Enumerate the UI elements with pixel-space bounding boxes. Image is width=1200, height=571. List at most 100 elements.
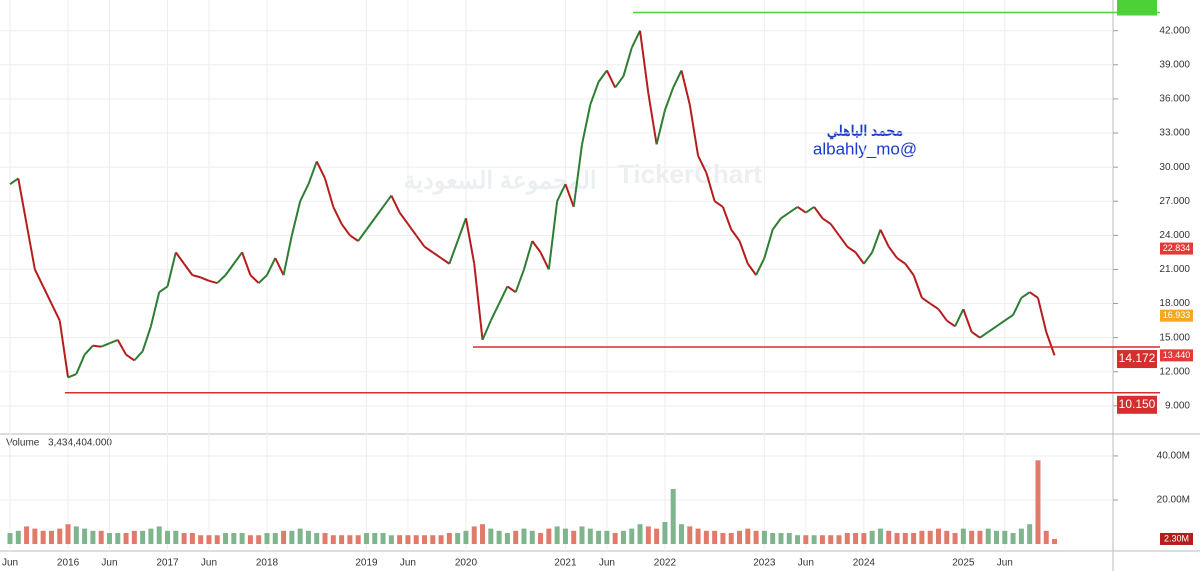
volume-bar bbox=[819, 535, 825, 545]
price-segment bbox=[705, 172, 716, 202]
price-segment bbox=[241, 252, 252, 276]
volume-bar bbox=[1035, 460, 1041, 545]
volume-bar bbox=[977, 530, 983, 545]
price-segment bbox=[224, 263, 235, 276]
volume-bar bbox=[877, 528, 883, 545]
volume-bar bbox=[587, 528, 593, 545]
volume-bar bbox=[761, 530, 767, 545]
price-segment bbox=[67, 373, 77, 379]
volume-bar bbox=[380, 533, 386, 545]
price-segment bbox=[183, 263, 194, 276]
y-tick-label: 9.000 bbox=[1165, 400, 1190, 411]
volume-bar bbox=[538, 533, 544, 545]
volume-bar bbox=[994, 530, 1000, 545]
volume-bar bbox=[952, 533, 958, 545]
volume-bar bbox=[687, 526, 693, 545]
price-tag-label: 13.440 bbox=[1163, 350, 1191, 360]
price-segment bbox=[863, 251, 873, 265]
volume-bar bbox=[231, 533, 237, 545]
price-segment bbox=[390, 195, 401, 214]
price-segment bbox=[523, 240, 534, 270]
volume-bar bbox=[247, 535, 253, 545]
price-segment bbox=[423, 245, 434, 254]
price-segment bbox=[75, 354, 86, 375]
volume-bar bbox=[173, 530, 179, 545]
price-segment bbox=[92, 344, 102, 348]
volume-bar bbox=[894, 533, 900, 545]
price-segment bbox=[564, 183, 575, 208]
volume-value: 3,434,404.000 bbox=[48, 438, 112, 449]
price-segment bbox=[887, 246, 898, 259]
volume-bar bbox=[521, 528, 527, 545]
volume-bar bbox=[32, 528, 38, 545]
price-segment bbox=[805, 206, 815, 214]
price-segment bbox=[481, 320, 492, 341]
volume-bar bbox=[65, 524, 71, 545]
volume-bar bbox=[463, 530, 469, 545]
volume-bar bbox=[363, 533, 369, 545]
price-segment bbox=[192, 274, 201, 279]
price-segment bbox=[456, 217, 467, 242]
volume-bar bbox=[629, 528, 635, 545]
volume-bar bbox=[347, 535, 353, 545]
price-segment bbox=[1036, 297, 1048, 333]
volume-bar bbox=[123, 533, 129, 545]
price-segment bbox=[771, 217, 782, 231]
price-segment bbox=[109, 338, 119, 345]
volume-bar bbox=[214, 535, 220, 545]
volume-bar bbox=[98, 530, 104, 545]
volume-bar bbox=[778, 533, 784, 545]
price-segment bbox=[1020, 291, 1031, 299]
x-tick-label: Jun bbox=[798, 558, 814, 569]
volume-bar bbox=[272, 533, 278, 545]
x-tick-label: 2018 bbox=[256, 558, 279, 569]
price-segment bbox=[962, 308, 973, 333]
x-tick-label: 2022 bbox=[654, 558, 677, 569]
price-tag-label: 16.933 bbox=[1163, 310, 1191, 320]
volume-bar bbox=[1052, 538, 1058, 545]
price-segment bbox=[200, 276, 210, 282]
volume-bar bbox=[82, 528, 88, 545]
volume-bar bbox=[181, 533, 187, 545]
price-segment bbox=[738, 240, 749, 265]
volume-bar bbox=[264, 533, 270, 545]
price-segment bbox=[125, 353, 135, 362]
price-segment bbox=[755, 257, 766, 276]
price-tag bbox=[1160, 309, 1193, 322]
volume-bar bbox=[239, 533, 245, 545]
volume-bar bbox=[927, 530, 933, 545]
volume-bar bbox=[330, 535, 336, 545]
volume-bar bbox=[554, 526, 560, 545]
level-tag bbox=[1117, 350, 1157, 369]
volume-bar bbox=[571, 530, 577, 545]
volume-bar bbox=[471, 526, 477, 545]
volume-bar bbox=[115, 533, 121, 545]
price-segment bbox=[680, 70, 691, 105]
y-tick-label: 18.000 bbox=[1159, 298, 1190, 309]
price-segment bbox=[498, 286, 509, 304]
y-tick-label: 20.00M bbox=[1157, 495, 1190, 506]
price-segment bbox=[589, 81, 600, 105]
volume-bar bbox=[886, 530, 892, 545]
y-tick-label: 36.000 bbox=[1159, 94, 1190, 105]
price-segment bbox=[539, 251, 550, 270]
price-segment bbox=[747, 263, 757, 276]
x-tick-label: 2019 bbox=[355, 558, 378, 569]
y-tick-label: 30.000 bbox=[1159, 162, 1190, 173]
volume-bar bbox=[786, 533, 792, 545]
price-segment bbox=[647, 93, 658, 145]
price-segment bbox=[630, 30, 641, 49]
y-tick-label: 21.000 bbox=[1159, 264, 1190, 275]
price-tag bbox=[1160, 349, 1193, 362]
volume-bar bbox=[944, 530, 950, 545]
price-tag bbox=[1160, 242, 1193, 255]
volume-bar bbox=[620, 530, 626, 545]
price-segment bbox=[854, 251, 865, 265]
volume-bar bbox=[430, 535, 436, 545]
y-tick-label: 15.000 bbox=[1159, 332, 1190, 343]
x-tick-label: 2025 bbox=[952, 558, 975, 569]
volume-bar bbox=[728, 533, 734, 545]
price-segment bbox=[9, 177, 19, 185]
price-segment bbox=[282, 235, 293, 276]
price-segment bbox=[440, 257, 450, 265]
